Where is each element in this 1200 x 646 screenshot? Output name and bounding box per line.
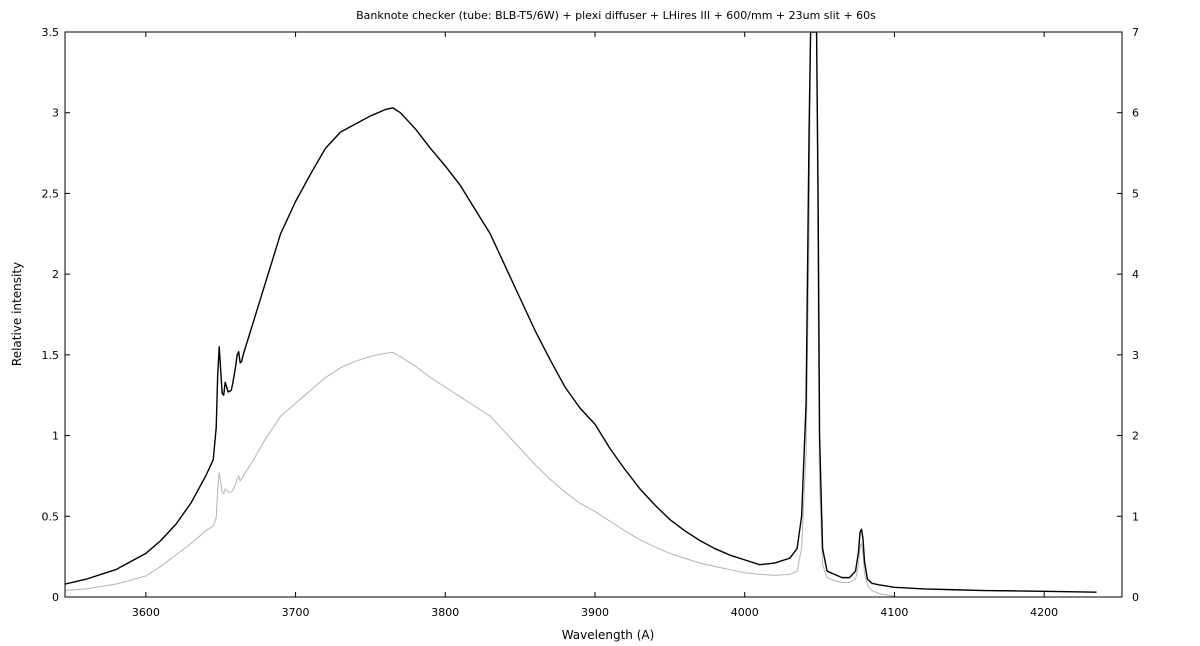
x-tick-label: 3600: [132, 606, 160, 619]
y2-tick-label: 3: [1132, 349, 1139, 362]
y2-tick-label: 4: [1132, 268, 1139, 281]
y2-tick-label: 7: [1132, 26, 1139, 39]
y-tick-label: 3: [52, 107, 59, 120]
chart-title: Banknote checker (tube: BLB-T5/6W) + ple…: [356, 9, 876, 22]
x-tick-label: 4200: [1030, 606, 1058, 619]
x-tick-label: 3800: [431, 606, 459, 619]
series-line-gray-right-axis: [65, 32, 895, 597]
y-tick-label: 0: [52, 591, 59, 604]
y-tick-label: 1: [52, 430, 59, 443]
y-axis-left: 0 0.5 1 1.5 2 2.5 3 3.5: [42, 26, 70, 604]
x-tick-label: 4000: [731, 606, 759, 619]
x-tick-label: 3900: [581, 606, 609, 619]
y2-tick-label: 0: [1132, 591, 1139, 604]
y-tick-label: 2.5: [42, 187, 60, 200]
y2-tick-label: 1: [1132, 510, 1139, 523]
y2-tick-label: 5: [1132, 187, 1139, 200]
y-tick-label: 2: [52, 268, 59, 281]
x-axis-title: Wavelength (A): [562, 628, 655, 642]
y2-tick-label: 6: [1132, 107, 1139, 120]
y-tick-label: 1.5: [42, 349, 60, 362]
y2-tick-label: 2: [1132, 430, 1139, 443]
x-axis: 3600 3700 3800 3900 4000 4100 4200: [132, 32, 1058, 619]
series-line-black-left-axis: [65, 32, 1097, 593]
x-tick-label: 4100: [880, 606, 908, 619]
plot-frame: [64, 31, 1123, 598]
y-axis-title: Relative intensity: [10, 262, 24, 366]
x-tick-label: 3700: [282, 606, 310, 619]
y-tick-label: 0.5: [42, 510, 60, 523]
y-tick-label: 3.5: [42, 26, 60, 39]
series-layer: [65, 32, 1097, 597]
y-axis-right: 0 1 2 3 4 5 6 7: [1117, 26, 1139, 604]
